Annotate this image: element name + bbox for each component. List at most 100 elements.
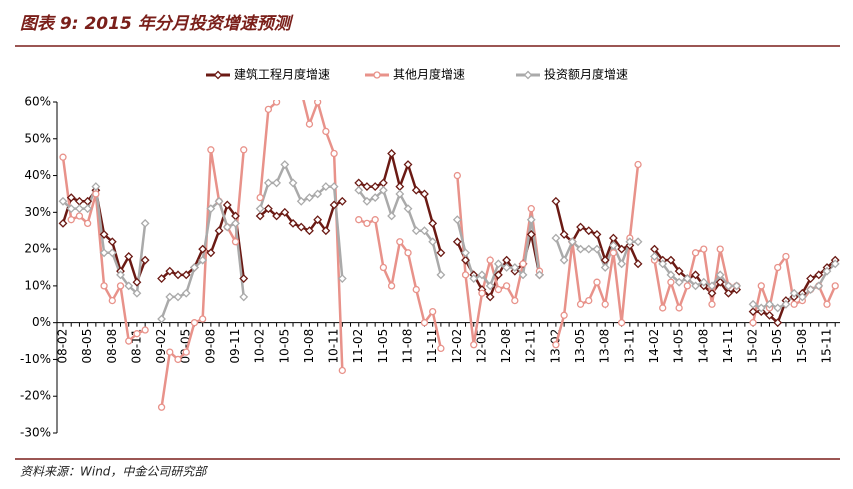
point — [66, 204, 76, 214]
y-tick-label: -10% — [20, 352, 51, 366]
point — [625, 237, 635, 247]
point — [231, 218, 240, 228]
x-tick-label: 10-08 — [302, 329, 316, 364]
point — [592, 244, 602, 254]
point — [305, 120, 314, 128]
point — [140, 255, 150, 265]
y-tick-label: -30% — [20, 426, 51, 440]
point — [222, 200, 232, 210]
x-tick-label: 08-05 — [80, 329, 94, 364]
point — [814, 281, 824, 291]
point — [263, 204, 273, 214]
point — [354, 185, 364, 195]
point — [255, 211, 265, 221]
point — [214, 226, 224, 236]
point — [691, 281, 700, 291]
point — [691, 270, 700, 280]
point — [173, 292, 183, 302]
point — [437, 344, 445, 353]
point — [338, 366, 346, 375]
point — [708, 300, 716, 308]
x-tick-label: 11-02 — [351, 329, 365, 364]
point — [774, 263, 782, 272]
point — [83, 219, 92, 228]
point — [453, 171, 461, 180]
point — [321, 226, 331, 236]
x-tick-label: 15-08 — [795, 329, 809, 364]
point — [658, 259, 668, 269]
point — [239, 274, 249, 283]
source: 资料来源：Wind，中金公司研究部 — [20, 465, 208, 479]
point — [782, 252, 790, 261]
legend-label: 建筑工程月度增速 — [234, 67, 330, 82]
point — [781, 299, 791, 309]
point — [724, 281, 733, 291]
x-tick-label: 11-11 — [425, 329, 439, 364]
point — [551, 196, 561, 206]
point — [560, 311, 568, 319]
point — [157, 274, 166, 283]
point — [240, 146, 248, 154]
point — [650, 252, 659, 261]
point — [173, 270, 183, 280]
point — [814, 270, 824, 280]
point — [288, 178, 298, 188]
point — [502, 282, 511, 290]
point — [584, 244, 594, 254]
point — [387, 149, 397, 158]
point — [502, 263, 512, 272]
x-tick-label: 08-08 — [105, 329, 119, 364]
point — [330, 149, 338, 158]
point — [296, 196, 306, 206]
point — [420, 226, 429, 236]
x-tick-label: 10-05 — [277, 329, 291, 364]
point — [493, 270, 503, 280]
point — [166, 348, 174, 356]
point — [214, 196, 224, 206]
point — [527, 205, 535, 213]
point — [773, 303, 783, 313]
y-tick-label: 30% — [24, 205, 51, 219]
point — [305, 193, 314, 203]
point — [378, 185, 388, 195]
point — [272, 100, 281, 106]
point — [337, 274, 347, 283]
point — [412, 285, 420, 294]
point — [133, 330, 141, 338]
x-tick-label: 14-11 — [721, 329, 735, 364]
point — [551, 233, 561, 243]
point — [411, 185, 421, 195]
point — [199, 315, 207, 323]
point — [682, 274, 692, 283]
point — [659, 304, 667, 312]
x-tick-label: 15-05 — [770, 329, 784, 364]
point — [724, 288, 733, 298]
point — [157, 314, 166, 324]
point — [108, 296, 116, 305]
point — [272, 178, 282, 188]
point — [700, 245, 708, 253]
point — [411, 226, 421, 236]
y-tick-label: 60% — [24, 95, 51, 109]
point — [461, 255, 470, 265]
x-tick-label: 09-08 — [203, 329, 217, 364]
point — [674, 266, 684, 276]
point — [666, 270, 676, 280]
x-tick-label: 13-08 — [598, 329, 612, 364]
point — [174, 355, 182, 364]
x-tick-label: 09-02 — [154, 329, 168, 364]
point — [313, 215, 323, 225]
point — [765, 310, 774, 320]
y-tick-label: 40% — [24, 168, 51, 182]
y-tick-label: -20% — [20, 389, 51, 403]
point — [157, 403, 166, 411]
point — [789, 288, 799, 298]
legend-marker — [213, 70, 223, 80]
point — [190, 263, 199, 272]
point — [239, 292, 249, 302]
x-tick-label: 10-02 — [253, 329, 267, 364]
point — [256, 193, 264, 202]
point — [198, 244, 208, 254]
point — [617, 319, 626, 327]
